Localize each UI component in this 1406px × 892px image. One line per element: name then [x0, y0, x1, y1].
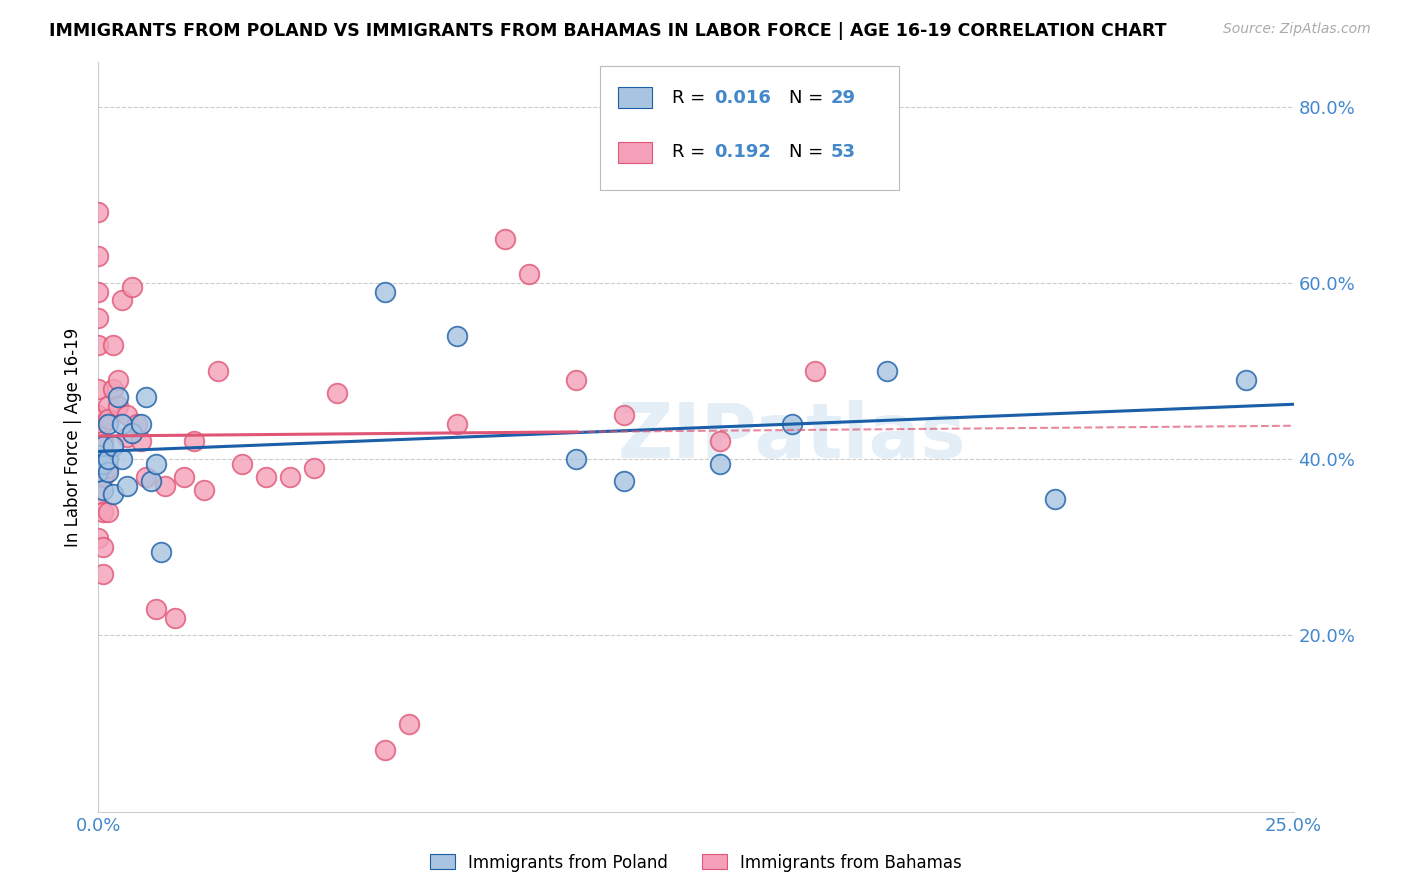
Point [231, 457, 253, 471]
Point [1043, 491, 1066, 506]
Point [111, 293, 134, 308]
Point [254, 469, 277, 483]
Point [115, 408, 138, 422]
Point [107, 373, 129, 387]
Point [87, 408, 110, 422]
Point [374, 285, 396, 299]
Point [613, 474, 636, 488]
Point [494, 232, 516, 246]
Y-axis label: In Labor Force | Age 16-19: In Labor Force | Age 16-19 [65, 327, 83, 547]
Point [155, 478, 177, 492]
Text: 0.016: 0.016 [714, 88, 770, 107]
Text: N =: N = [789, 88, 830, 107]
Point [183, 434, 205, 449]
Bar [619, 142, 652, 163]
Point [121, 280, 143, 294]
Text: ZIPatlas: ZIPatlas [617, 401, 966, 474]
Point [91, 434, 114, 449]
Point [87, 205, 110, 219]
Point [91, 566, 114, 581]
Bar [619, 87, 652, 108]
Point [97, 417, 120, 431]
Point [111, 452, 134, 467]
Point [111, 417, 134, 431]
Point [278, 469, 301, 483]
Text: 53: 53 [831, 144, 856, 161]
Point [565, 452, 588, 467]
Text: 0.192: 0.192 [714, 144, 770, 161]
Point [97, 412, 120, 426]
Point [97, 466, 120, 480]
Point [101, 487, 124, 501]
Point [207, 364, 229, 378]
Point [326, 386, 349, 401]
Point [446, 417, 468, 431]
Point [87, 487, 110, 501]
Point [131, 434, 153, 449]
Point [613, 408, 636, 422]
Point [876, 364, 898, 378]
Point [131, 417, 153, 431]
Point [446, 328, 468, 343]
Point [121, 425, 143, 440]
Point [101, 337, 124, 351]
Point [87, 249, 110, 263]
Point [139, 474, 162, 488]
Text: N =: N = [789, 144, 830, 161]
Point [107, 399, 129, 413]
Point [101, 439, 124, 453]
Text: R =: R = [672, 144, 711, 161]
Point [97, 399, 120, 413]
Point [91, 483, 114, 497]
Point [87, 285, 110, 299]
Point [87, 532, 110, 546]
Point [97, 452, 120, 467]
Point [87, 466, 110, 480]
Point [173, 469, 195, 483]
Point [91, 417, 114, 431]
Point [97, 461, 120, 475]
Point [91, 505, 114, 519]
Point [709, 434, 731, 449]
Point [145, 457, 167, 471]
Point [87, 382, 110, 396]
Text: IMMIGRANTS FROM POLAND VS IMMIGRANTS FROM BAHAMAS IN LABOR FORCE | AGE 16-19 COR: IMMIGRANTS FROM POLAND VS IMMIGRANTS FRO… [49, 22, 1167, 40]
Point [91, 439, 114, 453]
Point [193, 483, 215, 497]
Point [565, 373, 588, 387]
Point [125, 417, 148, 431]
Point [87, 448, 110, 462]
Point [115, 478, 138, 492]
Point [87, 461, 110, 475]
Point [709, 457, 731, 471]
Point [780, 417, 803, 431]
Point [374, 743, 396, 757]
Point [87, 311, 110, 326]
Point [97, 505, 120, 519]
Point [398, 716, 420, 731]
Point [135, 391, 157, 405]
Point [145, 602, 167, 616]
Point [163, 611, 186, 625]
Point [1234, 373, 1257, 387]
Point [135, 469, 157, 483]
Point [804, 364, 827, 378]
Point [91, 452, 114, 467]
Point [517, 267, 540, 281]
Point [107, 391, 129, 405]
Point [87, 337, 110, 351]
Text: R =: R = [672, 88, 711, 107]
Text: 29: 29 [831, 88, 856, 107]
Point [302, 461, 325, 475]
Text: Source: ZipAtlas.com: Source: ZipAtlas.com [1223, 22, 1371, 37]
FancyBboxPatch shape [600, 66, 900, 190]
Legend: Immigrants from Poland, Immigrants from Bahamas: Immigrants from Poland, Immigrants from … [423, 847, 969, 879]
Point [101, 382, 124, 396]
Point [149, 544, 172, 558]
Point [115, 430, 138, 444]
Point [91, 541, 114, 555]
Point [91, 469, 114, 483]
Point [91, 457, 114, 471]
